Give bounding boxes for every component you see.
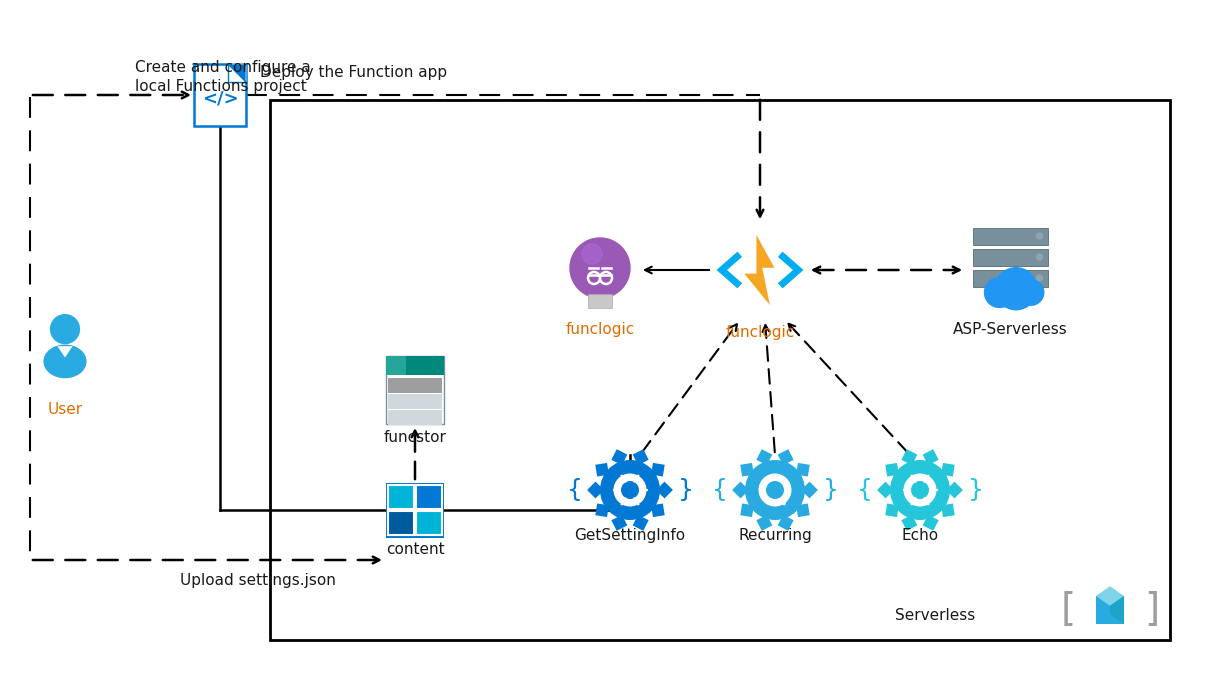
Circle shape	[903, 473, 936, 507]
FancyBboxPatch shape	[386, 482, 444, 537]
Text: funclogic: funclogic	[726, 325, 794, 340]
Circle shape	[745, 460, 805, 520]
Text: }: }	[822, 478, 838, 502]
Text: Echo: Echo	[902, 528, 938, 543]
FancyBboxPatch shape	[588, 294, 612, 308]
Polygon shape	[744, 235, 775, 305]
Text: [: [	[1061, 591, 1075, 629]
Text: {: {	[567, 478, 583, 502]
Text: }: }	[968, 478, 984, 502]
FancyBboxPatch shape	[1096, 596, 1124, 624]
Text: ]: ]	[1144, 591, 1160, 629]
Text: funcstor: funcstor	[384, 430, 446, 445]
FancyBboxPatch shape	[270, 100, 1169, 640]
FancyBboxPatch shape	[386, 356, 444, 424]
FancyBboxPatch shape	[389, 511, 413, 535]
FancyBboxPatch shape	[415, 511, 441, 535]
Polygon shape	[227, 64, 246, 82]
FancyBboxPatch shape	[415, 484, 441, 509]
Circle shape	[1036, 233, 1042, 239]
FancyBboxPatch shape	[973, 227, 1047, 245]
Circle shape	[1018, 279, 1044, 305]
FancyBboxPatch shape	[386, 356, 406, 375]
Text: User: User	[48, 402, 83, 417]
Circle shape	[995, 268, 1037, 309]
Circle shape	[50, 314, 79, 344]
Circle shape	[582, 244, 602, 264]
Text: Upload settings.json: Upload settings.json	[180, 572, 336, 588]
Circle shape	[890, 460, 949, 520]
Circle shape	[985, 277, 1014, 307]
Polygon shape	[1096, 586, 1124, 606]
Polygon shape	[57, 346, 72, 358]
Text: content: content	[386, 542, 445, 557]
Text: }: }	[677, 478, 694, 502]
Text: GetSettingInfo: GetSettingInfo	[574, 528, 686, 543]
Text: {: {	[711, 478, 727, 502]
Polygon shape	[227, 64, 246, 82]
FancyBboxPatch shape	[973, 270, 1047, 286]
Text: Recurring: Recurring	[738, 528, 811, 543]
Ellipse shape	[44, 345, 86, 378]
Circle shape	[600, 460, 660, 520]
Polygon shape	[1110, 596, 1124, 624]
Circle shape	[766, 481, 785, 499]
Text: {: {	[857, 478, 873, 502]
FancyBboxPatch shape	[194, 64, 246, 126]
FancyBboxPatch shape	[389, 484, 413, 509]
Circle shape	[910, 481, 929, 499]
Circle shape	[1036, 275, 1042, 281]
Text: Serverless: Serverless	[895, 608, 975, 622]
Text: </>: </>	[202, 89, 238, 107]
Circle shape	[621, 481, 639, 499]
FancyBboxPatch shape	[389, 394, 442, 409]
Text: Create and configure a
local Functions project: Create and configure a local Functions p…	[134, 60, 310, 94]
Wedge shape	[569, 238, 631, 298]
FancyBboxPatch shape	[973, 249, 1047, 266]
Circle shape	[613, 473, 646, 507]
Text: Deploy the Function app: Deploy the Function app	[260, 66, 447, 80]
FancyBboxPatch shape	[389, 410, 442, 425]
Text: ASP-Serverless: ASP-Serverless	[953, 322, 1067, 337]
Circle shape	[1036, 254, 1042, 260]
FancyBboxPatch shape	[386, 356, 444, 375]
Circle shape	[759, 473, 792, 507]
FancyBboxPatch shape	[389, 378, 442, 393]
Text: funclogic: funclogic	[566, 322, 634, 337]
